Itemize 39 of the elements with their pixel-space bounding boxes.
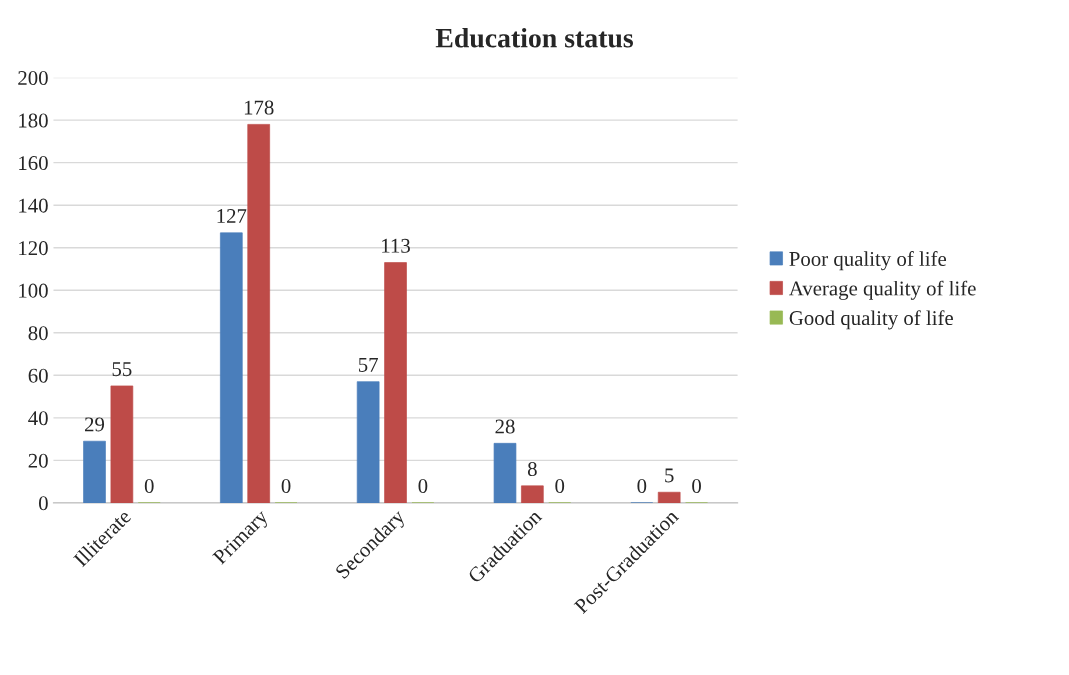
data-label: 0 xyxy=(692,479,701,494)
bar xyxy=(384,262,407,503)
y-tick-label: 20 xyxy=(28,453,48,468)
data-label: 113 xyxy=(382,238,410,253)
data-label: 28 xyxy=(495,419,515,434)
data-label: 0 xyxy=(281,479,291,494)
bar xyxy=(247,124,270,503)
data-label: 0 xyxy=(555,479,565,494)
data-label: 0 xyxy=(418,479,428,494)
y-tick-label: 0 xyxy=(38,496,48,511)
legend-label: Average quality of life xyxy=(789,280,976,300)
bar xyxy=(110,385,134,503)
data-label: 29 xyxy=(85,417,105,432)
y-tick-label: 140 xyxy=(19,198,48,213)
y-tick-label: 80 xyxy=(28,326,48,341)
y-tick-label: 200 xyxy=(18,71,48,86)
y-tick-label: 40 xyxy=(28,411,48,426)
data-label: 178 xyxy=(244,100,274,115)
data-label: 0 xyxy=(144,479,154,494)
data-label: 5 xyxy=(665,468,674,483)
data-label: 55 xyxy=(112,362,132,377)
y-tick-label: 120 xyxy=(19,241,48,256)
bar xyxy=(83,440,106,503)
data-label: 8 xyxy=(527,462,537,477)
y-tick-label: 160 xyxy=(19,156,48,171)
bar xyxy=(657,491,681,503)
legend-label: Good quality of life xyxy=(789,310,953,330)
bar xyxy=(356,381,380,503)
data-label: 0 xyxy=(637,479,647,494)
bar xyxy=(521,485,544,503)
data-label: 127 xyxy=(217,209,247,223)
y-tick-label: 180 xyxy=(19,113,48,128)
bar xyxy=(493,442,517,503)
y-tick-label: 100 xyxy=(19,283,48,298)
bar xyxy=(220,232,243,503)
data-label: 57 xyxy=(358,358,378,372)
chart-title: Education status xyxy=(435,27,633,48)
legend-label: Poor quality of life xyxy=(789,251,947,271)
y-tick-label: 60 xyxy=(28,368,48,383)
